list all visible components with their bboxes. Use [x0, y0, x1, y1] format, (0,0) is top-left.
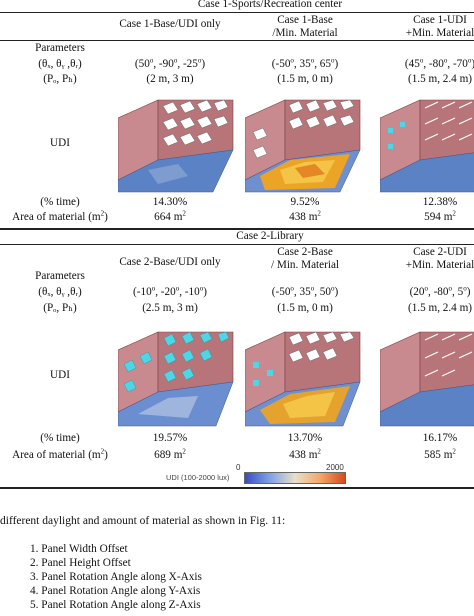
case1-time-label: (% time) [40, 196, 80, 208]
case2-area-label: Area of material (m2) [12, 447, 108, 461]
case2-col3-area: 585 m2 [424, 447, 456, 461]
colorbar-max-label: 2000 [326, 463, 344, 472]
case2-col2-time: 13.70% [287, 432, 323, 444]
table-bottom-rule [0, 487, 474, 489]
case2-title: Case 2-Library [236, 230, 304, 242]
list-item: 5. Panel Rotation Angle along Z-Axis [30, 599, 201, 611]
case2-col2-header: Case 2-Base / Min. Material [270, 246, 340, 271]
case1-udi-label: UDI [50, 137, 70, 149]
colorbar-min-label: 0 [236, 463, 241, 472]
case1-area-label: Area of material (m2) [12, 209, 108, 223]
list-item: 3. Panel Rotation Angle along X-Axis [30, 571, 202, 583]
case1-col1-area: 664 m2 [154, 209, 186, 223]
case2-col1-area: 689 m2 [154, 447, 186, 461]
case2-col2-theta: (-50o, 35o, 50o) [271, 284, 339, 298]
case2-col3-theta: (20o, -80o, 5o) [409, 284, 471, 298]
case2-col1-header: Case 2-Base/UDI only [119, 256, 221, 268]
case2-col1-p: (2.5 m, 3 m) [142, 302, 198, 314]
case1-col3-theta: (45o, -80o, -70o) [404, 56, 474, 70]
body-intro-text: different daylight and amount of materia… [0, 515, 286, 527]
case2-udi-label: UDI [50, 369, 70, 381]
case1-col2-udi-model [245, 99, 361, 193]
case2-top-rule [0, 244, 474, 245]
case1-col2-header: Case 1-Base /Min. Material [272, 14, 338, 39]
case1-col2-theta: (-50o, 35o, 65o) [271, 56, 339, 70]
case1-col1-udi-model [118, 99, 234, 193]
case1-theta-label: (θₓ, θᵧ ,θᵣ) [38, 58, 82, 70]
case2-col3-header: Case 2-UDI +Min. Material [405, 246, 474, 271]
case1-col2-p: (1.5 m, 0 m) [277, 73, 333, 85]
case1-col1-time: 14.30% [152, 196, 188, 208]
case1-col3-time: 12.38% [422, 196, 458, 208]
case1-col3-p: (1.5 m, 2.4 m) [407, 73, 472, 85]
case1-col1-theta: (50o, -90o, -25o) [134, 56, 206, 70]
case2-col1-udi-model [118, 331, 234, 427]
case2-time-label: (% time) [40, 432, 80, 444]
case2-col1-time: 19.57% [152, 432, 188, 444]
case1-p-label: (Pₒ, Pₕ) [43, 73, 77, 85]
list-item: 1. Panel Width Offset [30, 543, 128, 555]
case1-col3-udi-model [380, 99, 474, 193]
case1-col1-header: Case 1-Base/UDI only [119, 18, 221, 30]
case1-header-rule [0, 40, 474, 41]
case2-parameters-label: Parameters [35, 270, 85, 282]
case2-col3-p: (1.5 m, 2.4 m) [407, 302, 472, 314]
colorbar-gradient [244, 472, 346, 484]
case2-col3-udi-model [380, 331, 474, 427]
case2-theta-label: (θₓ, θᵧ ,θᵣ) [38, 286, 82, 298]
colorbar-label: UDI (100-2000 lux) [166, 473, 230, 482]
case1-parameters-label: Parameters [35, 42, 85, 54]
case1-top-rule [0, 12, 474, 13]
case1-col2-area: 438 m2 [289, 209, 321, 223]
case1-col3-area: 594 m2 [424, 209, 456, 223]
case1-col3-header: Case 1-UDI +Min. Material [405, 14, 474, 39]
case2-col2-area: 438 m2 [289, 447, 321, 461]
case2-col2-udi-model [245, 331, 361, 427]
list-item: 2. Panel Height Offset [30, 557, 131, 569]
case2-col2-p: (1.5 m, 0 m) [277, 302, 333, 314]
case2-col1-theta: (-10o, -20o, -10o) [133, 284, 207, 298]
case2-p-label: (Pₒ, Pₕ) [43, 302, 77, 314]
case1-bottom-rule [0, 228, 474, 230]
case1-title: Case 1-Sports/Recreation center [197, 0, 343, 10]
case2-col3-time: 16.17% [422, 432, 458, 444]
parameter-list: 1. Panel Width Offset 2. Panel Height Of… [30, 542, 202, 612]
case1-col1-p: (2 m, 3 m) [146, 73, 194, 85]
list-item: 4. Panel Rotation Angle along Y-Axis [30, 585, 201, 597]
case1-col2-time: 9.52% [290, 196, 320, 208]
